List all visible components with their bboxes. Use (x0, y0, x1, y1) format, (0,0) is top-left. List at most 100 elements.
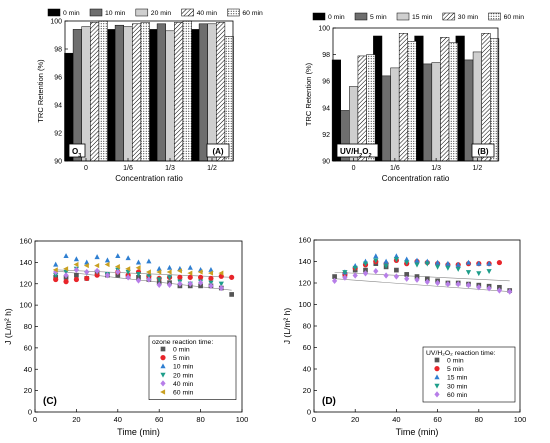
legend-entry: 10 min (105, 10, 126, 17)
legend-entry: 20 min (151, 10, 172, 17)
point-0-min (198, 283, 203, 289)
bar-0-min-1-2 (190, 29, 200, 162)
y-tick-label: 98 (54, 47, 62, 54)
point-10-min (187, 264, 193, 270)
point-60-min (125, 266, 131, 272)
panel-label: (A) (212, 147, 223, 156)
panel-a-bar-chart: 90 92 94 96 98 100 0 1/6 1/3 1/2 Concentration rat… (36, 8, 263, 183)
point-0-min (363, 267, 368, 273)
x-tick-label: 60 (433, 415, 441, 424)
panel-d-scatter-chart: 0 20 40 60 80 100 120 140 160 0 20 40 60 80 100 Time (m… (282, 236, 526, 438)
legend-entry: 20 min (173, 372, 194, 379)
legend-box (422, 346, 516, 403)
point-5-min (53, 276, 59, 283)
point-40-min (177, 280, 183, 287)
point-30-min (342, 270, 348, 276)
point-60-min (362, 270, 369, 277)
legend-entry: 30 min (447, 383, 468, 390)
point-5-min (63, 279, 69, 285)
bar-20-min-1-3 (165, 30, 175, 162)
point-30-min (424, 261, 430, 267)
y-tick-label: 80 (303, 322, 311, 331)
point-30-min (373, 258, 379, 264)
point-20-min (218, 281, 224, 287)
bar-60-min-1-3 (448, 42, 458, 162)
point-60-min (63, 266, 69, 272)
y-tick-label: 120 (19, 279, 32, 288)
y-tick-label: 94 (322, 105, 330, 112)
point-15-min (435, 259, 441, 265)
point-30-min (445, 265, 451, 271)
point-40-min (208, 282, 214, 290)
point-40-min (115, 268, 121, 276)
y-tick-label: 100 (50, 19, 62, 26)
point-5-min (198, 274, 204, 280)
point-30-min (486, 269, 492, 275)
point-5-min (177, 274, 183, 280)
legend: 0 min 5 min 15 min 30 min 60 min (312, 12, 525, 21)
point-60-min (445, 280, 451, 288)
legend-entry: 5 min (173, 355, 190, 362)
legend-entry: 5 min (447, 366, 464, 373)
point-60-min (496, 287, 502, 294)
legend-marker (160, 372, 166, 378)
bar-10-min-0 (72, 29, 82, 162)
y-tick-label: 60 (303, 343, 311, 352)
point-60-min (114, 264, 120, 270)
legend-entry: 60 min (242, 10, 263, 17)
y-tick-label: 80 (24, 322, 32, 331)
point-10-min (146, 258, 152, 264)
y-tick-label: 92 (322, 132, 330, 139)
y-tick-label: 100 (298, 300, 311, 309)
point-10-min (166, 264, 173, 270)
point-60-min (342, 274, 348, 281)
legend-marker (434, 357, 440, 363)
legend-entry: 60 min (504, 14, 525, 21)
panel-b-bar-chart: 90 92 94 96 98 100 0 1/6 1/3 1/2 Concentration rat… (304, 12, 525, 183)
legend-title: ozone reaction time: (152, 339, 213, 346)
bar-0-min-1-6 (106, 29, 116, 162)
bar-15-min-1-6 (390, 67, 400, 162)
point-10-min (84, 259, 90, 265)
point-5-min (229, 274, 235, 280)
bar-40-min-1-6 (132, 23, 142, 162)
point-60-min (465, 282, 472, 289)
bar-40-min-1-3 (174, 22, 184, 162)
x-tick-label: 80 (475, 415, 483, 424)
condition-label: UV/H2O2 (340, 147, 372, 159)
point-0-min (424, 276, 430, 282)
point-10-min (125, 255, 131, 261)
point-40-min (218, 284, 224, 292)
point-40-min (73, 266, 79, 273)
x-tick-label: 1/2 (473, 165, 483, 172)
bar-15-min-1-3 (431, 62, 441, 162)
panel-label: (D) (322, 396, 336, 407)
x-tick-label: 20 (351, 415, 359, 424)
point-10-min (135, 259, 142, 265)
legend-entry: 15 min (447, 375, 468, 382)
point-15-min (393, 253, 399, 259)
bar-20-min-0 (81, 26, 91, 162)
legend-swatch (47, 8, 61, 17)
point-40-min (104, 272, 111, 279)
point-60-min (476, 284, 482, 291)
legend-entry: 0 min (63, 10, 80, 17)
panel-c-scatter-chart: 0 20 40 60 80 100 120 140 160 0 20 40 60 80 100 Time (m… (3, 237, 248, 438)
legend-swatch (396, 12, 410, 21)
legend-marker (160, 363, 166, 369)
point-30-min (476, 271, 482, 277)
point-60-min (73, 261, 79, 268)
point-10-min (63, 253, 69, 259)
x-tick-label: 0 (312, 415, 316, 424)
bar-60-min-1-6 (407, 41, 417, 162)
x-tick-label: 0 (352, 165, 356, 172)
point-15-min (476, 260, 482, 266)
legend-marker (160, 355, 166, 361)
bar-5-min-1-3 (422, 63, 433, 162)
point-30-min (383, 263, 389, 269)
point-5-min (94, 272, 100, 278)
point-60-min (208, 270, 214, 276)
point-60-min (145, 269, 151, 275)
bar-60-min-1-2 (224, 36, 234, 162)
point-0-min (497, 284, 502, 290)
